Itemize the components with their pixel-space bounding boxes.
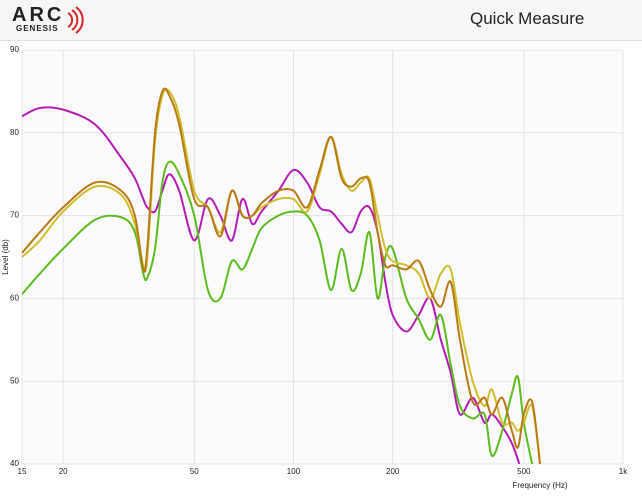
x-tick-label: 20 — [59, 467, 68, 476]
y-tick-label: 90 — [10, 45, 19, 54]
header: ARC GENESIS Quick Measure — [0, 0, 642, 41]
y-tick-label: 70 — [10, 211, 19, 220]
plot-lines — [22, 87, 542, 464]
y-tick-label: 40 — [10, 459, 19, 468]
logo-icon — [67, 6, 84, 34]
x-tick-label: 15 — [18, 467, 27, 476]
y-axis-label: Level (db) — [1, 239, 10, 275]
y-tick-label: 50 — [10, 376, 19, 385]
logo-sub: GENESIS — [16, 24, 59, 33]
x-tick-label: 500 — [517, 467, 531, 476]
series-line — [22, 87, 542, 464]
y-tick-label: 80 — [10, 128, 19, 137]
x-tick-label: 100 — [287, 467, 301, 476]
page-title: Quick Measure — [470, 9, 585, 28]
x-tick-label: 50 — [190, 467, 199, 476]
series-line — [22, 160, 534, 464]
x-tick-label: 200 — [386, 467, 400, 476]
logo[interactable]: ARC — [12, 4, 65, 26]
x-axis-label: Frequency (Hz) — [512, 481, 567, 490]
x-tick-label: 1k — [619, 467, 628, 476]
y-tick-label: 60 — [10, 294, 19, 303]
